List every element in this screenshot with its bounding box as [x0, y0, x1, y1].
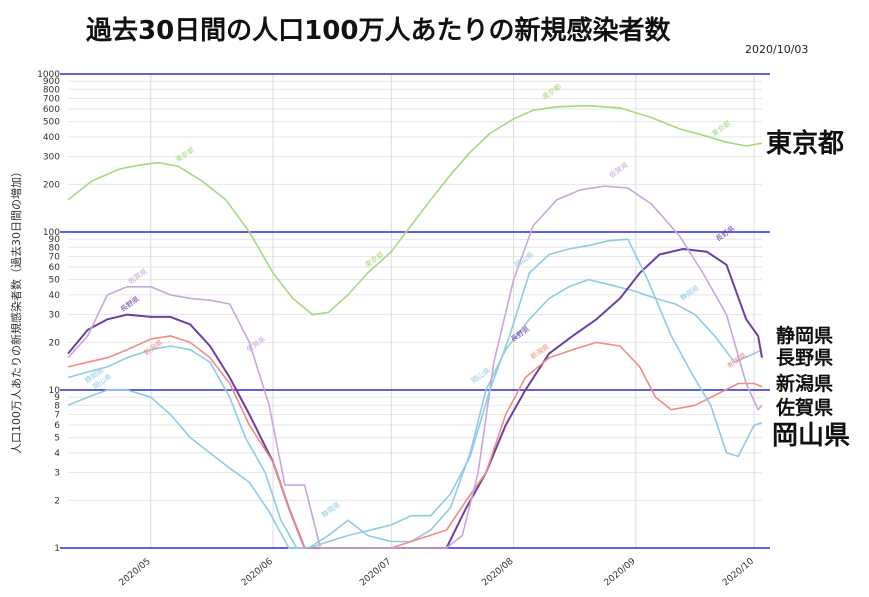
y-tick-label: 800: [43, 85, 60, 95]
series-inline-label: 東京都: [174, 145, 196, 164]
chart-date: 2020/10/03: [745, 43, 809, 56]
series-lines: [67, 104, 763, 549]
x-tick-label: 2020/05: [118, 557, 153, 589]
series-line-0: [67, 104, 763, 316]
series-line-3: [67, 335, 763, 549]
series-inline-label: 佐賀県: [245, 334, 267, 353]
y-tick-label: 1000: [37, 70, 60, 80]
x-tick-label: 2020/10: [721, 556, 756, 588]
y-tick-label: 50: [49, 276, 61, 286]
right-label: 佐賀県: [775, 396, 833, 419]
series-line-2: [67, 248, 763, 549]
y-tick-label: 7: [54, 410, 60, 420]
y-tick-label: 8: [54, 401, 60, 411]
y-tick-label: 5: [54, 434, 60, 444]
y-axis-label: 人口100万人あたりの新規感染者数（過去30日間の増加）: [9, 166, 23, 454]
y-tick-label: 1: [54, 544, 60, 554]
y-tick-label: 6: [54, 421, 60, 431]
series-line-1: [67, 278, 763, 549]
series-inline-label: 佐賀県: [126, 266, 148, 285]
right-label: 静岡県: [776, 324, 833, 347]
y-tick-label: 80: [49, 243, 61, 253]
chart-title: 過去30日間の人口100万人あたりの新規感染者数: [86, 16, 671, 46]
y-tick-label: 400: [43, 133, 60, 143]
x-tick-label: 2020/07: [358, 557, 393, 589]
x-tick-label: 2020/06: [240, 556, 275, 588]
series-line-4: [67, 185, 763, 549]
series-inline-label: 岡山県: [469, 366, 491, 385]
y-tick-label: 9: [54, 393, 60, 403]
y-tick-label: 3: [54, 469, 60, 479]
y-tick-label: 70: [49, 252, 61, 262]
y-tick-label: 90: [49, 235, 61, 245]
series-inline-label: 静岡県: [320, 500, 342, 519]
y-tick-label: 100: [43, 228, 60, 238]
series-inline-label: 静岡県: [678, 283, 700, 302]
y-tick-label: 700: [43, 94, 60, 104]
y-tick-label: 60: [49, 263, 61, 273]
y-tick-label: 20: [49, 338, 61, 348]
series-inline-label: 長野県: [119, 295, 141, 314]
series-line-5: [67, 238, 763, 549]
y-tick-label: 500: [43, 118, 60, 128]
y-tick-label: 10: [49, 386, 61, 396]
y-tick-label: 600: [43, 105, 60, 115]
y-tick-label: 30: [49, 311, 61, 321]
x-tick-label: 2020/08: [480, 556, 515, 588]
right-label-main: 東京都: [766, 128, 844, 159]
grid-lines: [68, 73, 762, 549]
x-tick-label: 2020/09: [603, 556, 638, 588]
right-label: 新潟県: [776, 372, 833, 395]
y-tick-label: 200: [43, 180, 60, 190]
right-label: 長野県: [776, 347, 833, 369]
x-tick-labels: 2020/05 2020/06 2020/07 2020/08 2020/09 2020/…: [118, 556, 757, 588]
series-inline-label: 佐賀県: [607, 160, 629, 179]
y-tick-label: 40: [49, 291, 61, 301]
y-tick-label: 300: [43, 153, 60, 163]
y-tick-label: 4: [54, 449, 60, 459]
y-tick-label: 900: [43, 77, 60, 87]
reference-lines: [60, 73, 770, 549]
y-tick-label: 2: [54, 496, 60, 506]
right-label: 岡山県: [772, 421, 850, 451]
series-inline-label: 長野県: [714, 225, 736, 244]
